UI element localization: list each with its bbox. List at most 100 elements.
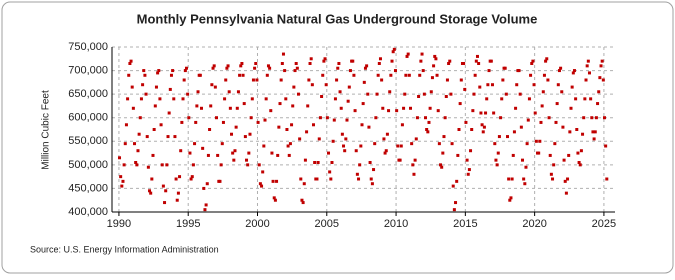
point	[328, 170, 332, 174]
point	[279, 78, 283, 82]
point	[469, 149, 473, 153]
point	[151, 153, 155, 157]
point	[578, 163, 582, 167]
point	[542, 73, 546, 77]
point	[317, 137, 321, 141]
point	[427, 120, 431, 124]
point	[504, 92, 508, 96]
point	[239, 64, 243, 68]
point	[546, 78, 550, 82]
point	[131, 106, 135, 110]
point	[161, 184, 165, 188]
point	[202, 186, 206, 190]
point	[199, 106, 203, 110]
point	[340, 132, 344, 136]
point	[362, 80, 366, 84]
point	[519, 125, 523, 129]
point	[589, 97, 593, 101]
point	[184, 66, 188, 70]
point	[157, 69, 161, 73]
point	[315, 177, 319, 181]
point	[566, 177, 570, 181]
point	[305, 130, 309, 134]
point	[141, 83, 145, 87]
point	[405, 54, 409, 58]
point	[255, 78, 259, 82]
point	[552, 163, 556, 167]
y-tick-label: 500,000	[68, 159, 108, 171]
point	[377, 62, 381, 65]
point	[503, 66, 507, 70]
x-tick-label: 2000	[245, 218, 269, 230]
point	[182, 78, 186, 82]
point	[352, 73, 356, 77]
point	[412, 172, 416, 176]
y-tick-label: 400,000	[68, 206, 108, 218]
point	[224, 78, 228, 82]
point	[348, 69, 352, 73]
y-tick-label: 550,000	[68, 135, 108, 147]
point	[338, 90, 342, 94]
point	[276, 153, 280, 157]
point	[146, 165, 150, 169]
point	[329, 177, 333, 181]
point	[497, 135, 501, 139]
point	[490, 83, 494, 87]
point	[376, 73, 380, 77]
point	[139, 97, 143, 101]
point	[587, 71, 591, 75]
point	[309, 57, 313, 61]
point	[407, 73, 411, 77]
point	[530, 62, 534, 65]
point	[396, 144, 400, 148]
point	[418, 73, 422, 77]
point	[392, 47, 396, 51]
point	[212, 64, 216, 68]
point	[485, 97, 489, 101]
point	[181, 97, 185, 101]
point	[209, 104, 213, 108]
point	[569, 106, 573, 110]
point	[307, 78, 311, 82]
point	[525, 142, 529, 146]
point	[254, 62, 258, 65]
point	[126, 97, 130, 101]
point	[539, 120, 543, 124]
point	[426, 130, 430, 134]
point	[439, 163, 443, 167]
point	[464, 120, 468, 124]
point	[596, 102, 600, 106]
point	[318, 116, 322, 120]
point	[444, 95, 448, 98]
point	[193, 142, 197, 146]
point	[179, 149, 183, 153]
point	[245, 158, 249, 162]
point	[216, 153, 220, 157]
chart-frame	[1, 1, 674, 274]
point	[515, 83, 519, 87]
point	[538, 139, 542, 143]
point	[432, 64, 436, 68]
point	[406, 52, 410, 56]
point	[159, 123, 163, 127]
point	[303, 158, 307, 162]
point	[551, 177, 555, 181]
point	[172, 97, 176, 101]
point	[240, 62, 244, 65]
point	[263, 118, 267, 122]
point	[339, 106, 343, 110]
point	[544, 59, 548, 63]
point	[230, 132, 234, 136]
point	[370, 182, 374, 186]
point	[511, 153, 515, 157]
point	[272, 196, 276, 200]
point	[478, 85, 482, 89]
point	[134, 161, 138, 164]
point	[500, 97, 504, 101]
point	[204, 203, 208, 207]
point	[374, 116, 378, 120]
point	[310, 83, 314, 87]
point	[195, 104, 199, 108]
point	[346, 99, 350, 103]
point	[585, 64, 589, 68]
